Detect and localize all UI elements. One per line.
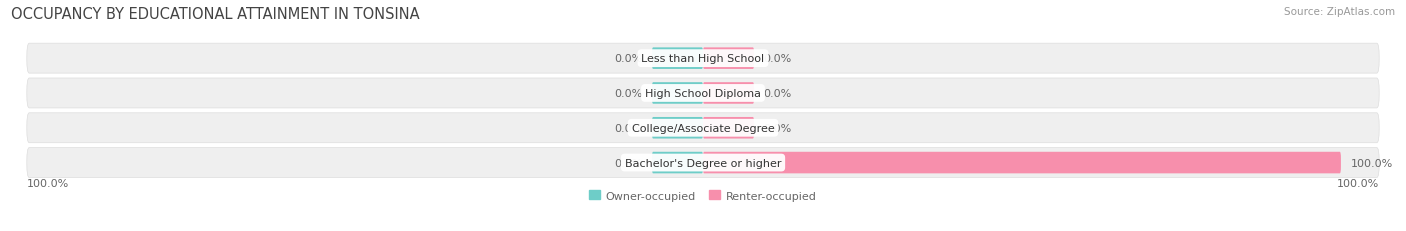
Text: College/Associate Degree: College/Associate Degree: [631, 123, 775, 133]
FancyBboxPatch shape: [652, 152, 703, 174]
FancyBboxPatch shape: [652, 83, 703, 104]
Text: 0.0%: 0.0%: [763, 88, 792, 99]
FancyBboxPatch shape: [703, 118, 754, 139]
Text: 0.0%: 0.0%: [614, 54, 643, 64]
Text: 0.0%: 0.0%: [763, 123, 792, 133]
FancyBboxPatch shape: [27, 44, 1379, 74]
Text: 0.0%: 0.0%: [614, 123, 643, 133]
Text: 0.0%: 0.0%: [614, 158, 643, 168]
FancyBboxPatch shape: [703, 83, 754, 104]
Text: OCCUPANCY BY EDUCATIONAL ATTAINMENT IN TONSINA: OCCUPANCY BY EDUCATIONAL ATTAINMENT IN T…: [11, 7, 420, 22]
Legend: Owner-occupied, Renter-occupied: Owner-occupied, Renter-occupied: [585, 186, 821, 205]
Text: 100.0%: 100.0%: [1337, 178, 1379, 188]
Text: 100.0%: 100.0%: [1351, 158, 1393, 168]
FancyBboxPatch shape: [703, 48, 754, 70]
FancyBboxPatch shape: [652, 118, 703, 139]
Text: Less than High School: Less than High School: [641, 54, 765, 64]
FancyBboxPatch shape: [27, 113, 1379, 143]
FancyBboxPatch shape: [703, 152, 1341, 174]
Text: 100.0%: 100.0%: [27, 178, 69, 188]
FancyBboxPatch shape: [27, 79, 1379, 109]
FancyBboxPatch shape: [652, 48, 703, 70]
Text: Source: ZipAtlas.com: Source: ZipAtlas.com: [1284, 7, 1395, 17]
Text: 0.0%: 0.0%: [763, 54, 792, 64]
Text: Bachelor's Degree or higher: Bachelor's Degree or higher: [624, 158, 782, 168]
FancyBboxPatch shape: [27, 148, 1379, 178]
Text: High School Diploma: High School Diploma: [645, 88, 761, 99]
Text: 0.0%: 0.0%: [614, 88, 643, 99]
